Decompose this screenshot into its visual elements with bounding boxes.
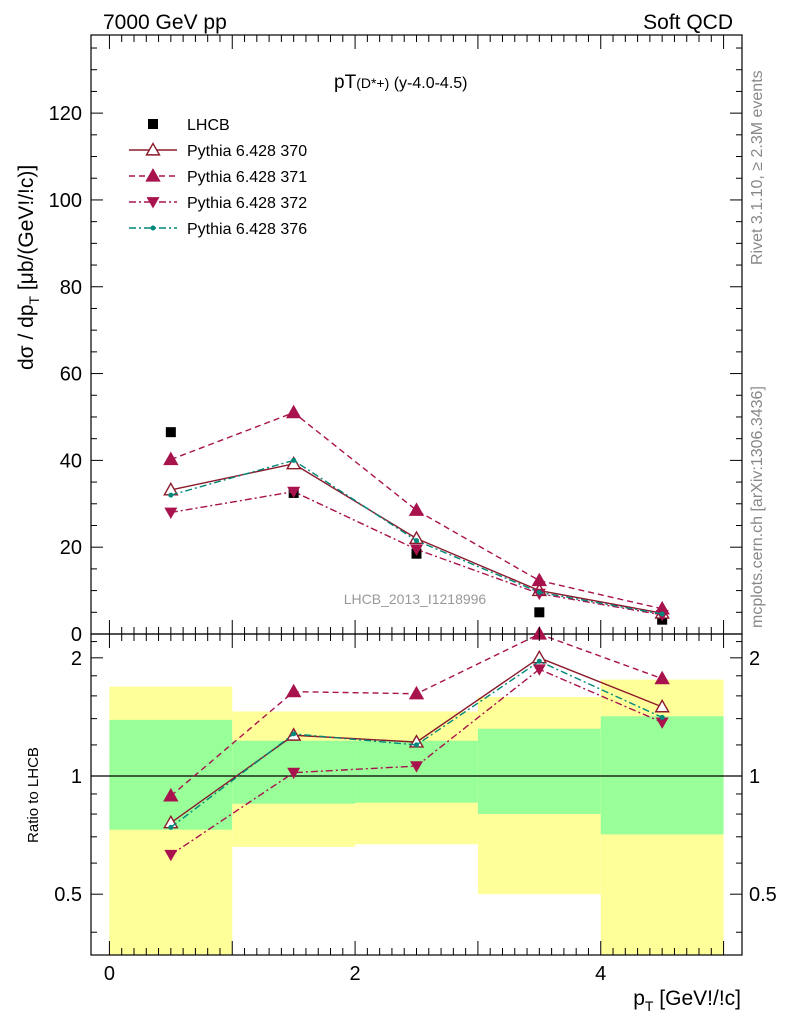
- ratio-point-3-0: [168, 824, 174, 830]
- main-point-4-2: [414, 538, 419, 544]
- main-point-4-3: [536, 589, 542, 595]
- main-ytick-label-0: 0: [71, 624, 82, 646]
- ratio-ytick-label-right-1: 1: [749, 766, 760, 788]
- x-axis-label-sub: T: [645, 998, 654, 1014]
- ratio-point-1-0: [163, 787, 179, 802]
- main-panel: 0 20 40 60 80 100 120 pT(D*+) (y-4.0-4.5) dσ /…: [15, 34, 743, 646]
- main-point-3-1: [287, 486, 301, 499]
- legend-label-1: Pythia 6.428 370: [187, 143, 307, 160]
- ratio-point-1-1: [285, 683, 302, 698]
- legend-label-3: Pythia 6.428 372: [187, 195, 307, 212]
- rivet-version-label: Rivet 3.1.10, ≥ 2.3M events: [749, 70, 766, 265]
- ratio-point-2-3: [532, 664, 546, 676]
- main-point-4-4: [659, 611, 665, 617]
- ratio-point-2-4: [655, 717, 669, 729]
- x-axis-label-a: p: [633, 987, 645, 1010]
- ratio-ytick-label-right-0: 0.5: [749, 884, 777, 906]
- main-point-3-0: [164, 507, 178, 519]
- ratio-point-3-3: [536, 658, 542, 664]
- ratio-point-3-2: [414, 742, 419, 748]
- main-point-0-3: [534, 607, 545, 618]
- xtick-label-2: 4: [595, 963, 606, 985]
- ratio-band-inner-3: [477, 728, 601, 815]
- x-axis-label-b: [GeV!/!c]: [653, 987, 741, 1010]
- main-ytick-label-5: 100: [49, 190, 82, 212]
- xtick-label-1: 2: [350, 963, 361, 985]
- ratio-ytick-label-left-2: 2: [71, 648, 82, 670]
- main-y-ticks: 0 20 40 60 80 100 120: [49, 47, 742, 646]
- main-series: [163, 404, 670, 625]
- ratio-point-0-4: [654, 698, 670, 713]
- ratio-y-axis-label: Ratio to LHCB: [25, 747, 42, 843]
- main-y-axis-label: dσ / dpT [μb/(GeV!/!c)]: [15, 165, 42, 370]
- ratio-ytick-label-left-0: 0.5: [54, 884, 82, 906]
- ratio-series: [163, 626, 670, 862]
- main-ytick-label-2: 40: [60, 450, 82, 472]
- legend-label-4: Pythia 6.428 376: [187, 221, 307, 238]
- main-point-0-0: [165, 427, 176, 438]
- xtick-label-0: 0: [104, 963, 115, 985]
- main-y-axis-label-sub: T: [26, 295, 42, 304]
- ratio-bands: [91, 679, 742, 955]
- legend-marker-2: [145, 168, 161, 182]
- header-process-label: Soft QCD: [643, 11, 733, 34]
- main-ytick-label-3: 60: [60, 364, 82, 386]
- plot-title-rest: (y-4.0-4.5): [389, 75, 467, 92]
- main-y-axis-label-a: dσ / dp: [15, 304, 38, 370]
- ratio-point-1-4: [654, 670, 670, 685]
- main-y-axis-label-b: [μb/(GeV!/!c)]: [15, 165, 38, 296]
- legend: LHCB Pythia 6.428 370 Pythia 6.428 371 Pyth…: [129, 117, 307, 238]
- ratio-ytick-label-left-1: 1: [71, 766, 82, 788]
- main-point-2-2: [408, 502, 425, 516]
- x-ticks: 0 2 4: [104, 35, 725, 985]
- main-point-4-1: [291, 457, 297, 463]
- plot-title: pT(D*+) (y-4.0-4.5): [334, 72, 468, 93]
- mcplots-source-label: mcplots.cern.ch [arXiv:1306.3436]: [749, 386, 766, 628]
- legend-label-0: LHCB: [187, 117, 230, 134]
- ratio-point-1-2: [408, 685, 425, 700]
- main-point-2-0: [163, 451, 179, 466]
- analysis-watermark: LHCB_2013_I1218996: [344, 591, 487, 607]
- ratio-point-3-4: [659, 714, 665, 720]
- main-line-2: [170, 411, 663, 610]
- legend-marker-1: [145, 142, 161, 156]
- main-point-4-0: [168, 492, 174, 498]
- header-energy-label: 7000 GeV pp: [103, 11, 227, 34]
- main-point-1-2: [408, 530, 425, 545]
- legend-marker-3: [146, 197, 160, 209]
- x-axis-label: pT [GeV!/!c]: [633, 987, 741, 1014]
- ratio-point-2-2: [410, 761, 423, 773]
- main-ytick-label-4: 80: [60, 277, 82, 299]
- ratio-line-3: [170, 660, 663, 828]
- ratio-band-inner-0: [109, 719, 233, 830]
- main-point-2-3: [531, 572, 548, 587]
- legend-marker-0: [148, 119, 158, 129]
- ratio-band-inner-4: [600, 716, 724, 835]
- ratio-point-3-1: [291, 731, 297, 737]
- ratio-y-ticks: 0.5 0.5 1 1 2 2: [54, 641, 777, 933]
- plot-title-sub: (D*+): [356, 75, 389, 91]
- legend-label-2: Pythia 6.428 371: [187, 169, 307, 186]
- ratio-ytick-label-right-2: 2: [749, 648, 760, 670]
- main-ytick-label-6: 120: [49, 103, 82, 125]
- plot-title-main: pT: [334, 72, 357, 93]
- main-point-3-2: [410, 544, 423, 556]
- ratio-point-2-1: [287, 767, 301, 780]
- ratio-point-2-0: [164, 849, 178, 862]
- main-ytick-label-1: 20: [60, 537, 82, 559]
- legend-marker-4: [150, 225, 156, 231]
- main-point-2-1: [285, 404, 302, 419]
